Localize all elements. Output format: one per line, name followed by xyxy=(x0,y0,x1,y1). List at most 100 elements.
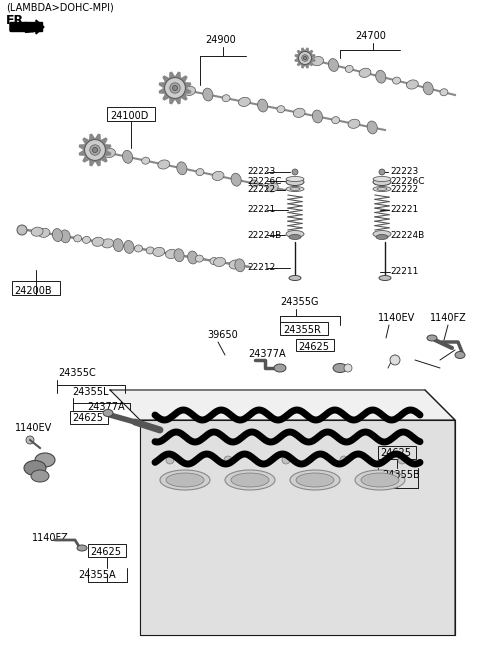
Circle shape xyxy=(340,456,348,464)
Ellipse shape xyxy=(332,117,340,124)
Ellipse shape xyxy=(146,247,154,254)
Circle shape xyxy=(303,56,307,60)
Ellipse shape xyxy=(296,473,334,487)
Ellipse shape xyxy=(188,251,198,264)
Text: 22226C: 22226C xyxy=(247,176,281,186)
Text: 24625: 24625 xyxy=(380,448,411,458)
Polygon shape xyxy=(184,83,191,88)
Text: 1140EV: 1140EV xyxy=(15,423,52,433)
Text: FR.: FR. xyxy=(6,14,29,26)
Polygon shape xyxy=(140,420,455,635)
Polygon shape xyxy=(100,138,107,145)
Ellipse shape xyxy=(377,188,387,190)
Ellipse shape xyxy=(373,230,391,237)
Polygon shape xyxy=(305,49,308,52)
Ellipse shape xyxy=(174,249,184,262)
Circle shape xyxy=(282,456,290,464)
Text: 22224B: 22224B xyxy=(247,230,281,239)
Bar xyxy=(296,339,334,351)
Ellipse shape xyxy=(250,180,258,187)
Ellipse shape xyxy=(102,239,114,248)
Text: 22222: 22222 xyxy=(390,186,418,194)
Polygon shape xyxy=(159,83,166,88)
Circle shape xyxy=(165,77,185,98)
Bar xyxy=(280,322,328,335)
Text: 24900: 24900 xyxy=(205,35,236,45)
Polygon shape xyxy=(298,51,302,54)
Ellipse shape xyxy=(373,176,391,182)
Ellipse shape xyxy=(361,473,399,487)
Text: 39650: 39650 xyxy=(207,330,238,340)
Polygon shape xyxy=(180,93,187,100)
Polygon shape xyxy=(79,150,86,155)
Text: 22222: 22222 xyxy=(247,186,275,194)
Polygon shape xyxy=(170,72,175,79)
Text: 1140EV: 1140EV xyxy=(378,313,415,323)
Ellipse shape xyxy=(407,80,418,89)
Polygon shape xyxy=(163,93,170,100)
Polygon shape xyxy=(90,159,95,166)
Text: 24355L: 24355L xyxy=(72,387,108,397)
Polygon shape xyxy=(95,159,100,166)
Polygon shape xyxy=(110,390,455,420)
Polygon shape xyxy=(308,61,312,66)
Polygon shape xyxy=(159,88,166,93)
Ellipse shape xyxy=(77,545,87,551)
Ellipse shape xyxy=(289,276,301,281)
Ellipse shape xyxy=(214,257,226,266)
Bar xyxy=(378,446,416,459)
Ellipse shape xyxy=(348,119,360,129)
Ellipse shape xyxy=(239,97,251,106)
Text: 24200B: 24200B xyxy=(14,286,52,296)
Ellipse shape xyxy=(184,87,195,96)
Ellipse shape xyxy=(290,470,340,490)
Polygon shape xyxy=(104,150,111,155)
Circle shape xyxy=(170,83,180,93)
Circle shape xyxy=(92,148,97,153)
Polygon shape xyxy=(308,51,312,54)
Ellipse shape xyxy=(367,121,377,134)
Circle shape xyxy=(84,140,106,161)
Ellipse shape xyxy=(455,352,465,358)
Text: 24625: 24625 xyxy=(72,413,103,423)
Ellipse shape xyxy=(229,260,241,269)
Ellipse shape xyxy=(376,234,388,239)
Circle shape xyxy=(344,364,352,372)
Bar xyxy=(70,411,108,424)
Ellipse shape xyxy=(52,228,62,241)
Ellipse shape xyxy=(35,453,55,467)
Ellipse shape xyxy=(293,108,305,117)
Ellipse shape xyxy=(104,148,115,157)
Text: 22226C: 22226C xyxy=(390,176,424,186)
Ellipse shape xyxy=(312,110,323,123)
Bar xyxy=(88,544,126,557)
Ellipse shape xyxy=(24,461,46,476)
Polygon shape xyxy=(311,54,315,58)
Text: 22223: 22223 xyxy=(247,167,275,176)
Circle shape xyxy=(390,355,400,365)
Ellipse shape xyxy=(328,58,338,72)
Ellipse shape xyxy=(225,470,275,490)
Ellipse shape xyxy=(258,99,268,112)
Ellipse shape xyxy=(423,82,433,95)
Ellipse shape xyxy=(231,173,241,186)
Ellipse shape xyxy=(166,249,178,258)
Polygon shape xyxy=(295,58,300,61)
Circle shape xyxy=(292,169,298,175)
Ellipse shape xyxy=(373,178,391,186)
Polygon shape xyxy=(90,134,95,141)
Ellipse shape xyxy=(266,183,278,192)
Circle shape xyxy=(224,456,232,464)
Ellipse shape xyxy=(427,335,437,341)
Ellipse shape xyxy=(177,162,187,174)
Ellipse shape xyxy=(290,188,300,190)
Text: 24355A: 24355A xyxy=(78,570,116,580)
Ellipse shape xyxy=(212,171,224,180)
Text: 22212: 22212 xyxy=(247,264,275,272)
Text: 24625: 24625 xyxy=(298,342,329,352)
Text: 24355R: 24355R xyxy=(283,325,321,335)
Ellipse shape xyxy=(355,470,405,490)
Ellipse shape xyxy=(196,169,204,176)
Ellipse shape xyxy=(274,364,286,372)
Ellipse shape xyxy=(312,56,324,66)
